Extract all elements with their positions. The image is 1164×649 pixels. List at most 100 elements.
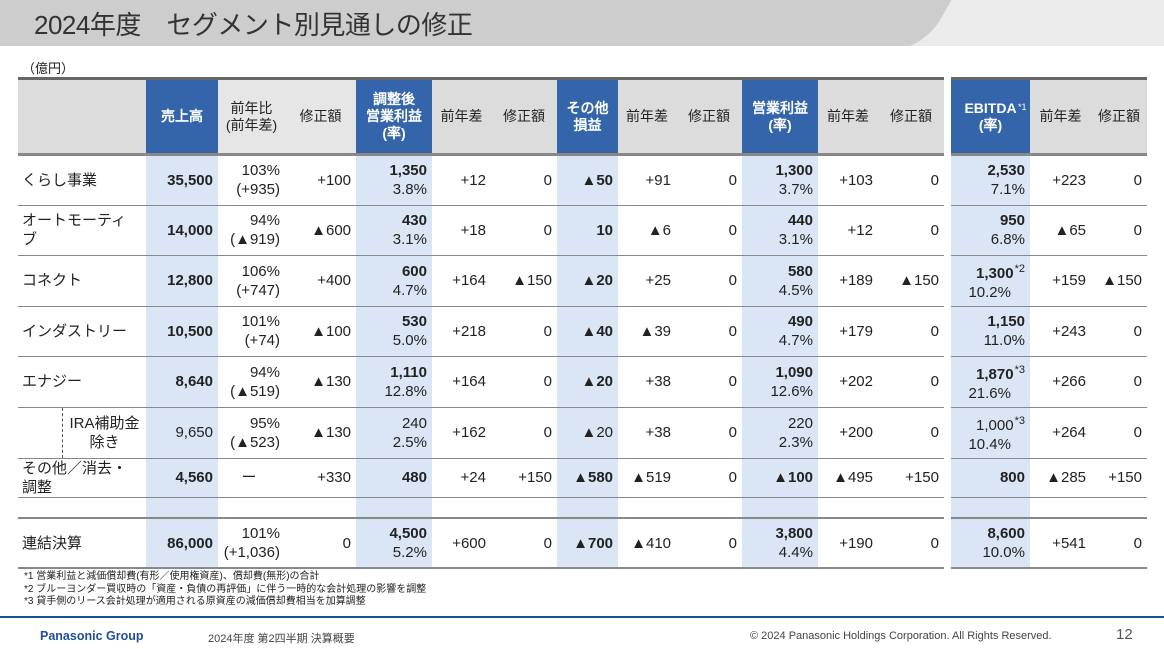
cell-subvalue: 3.1% [778,231,813,249]
table-cell: ▲39 [618,306,676,357]
footnote-marker: *2 [1014,262,1025,275]
table-cell: 9,650 [146,406,218,459]
table-cell: +150 [491,458,557,498]
cell-value: +38 [645,373,671,391]
table-cell: ▲580 [557,458,618,498]
cell-value: ▲410 [631,534,671,552]
cell-subvalue: 6.8% [990,231,1025,249]
cell-value: 101% [241,525,280,542]
table-cell: 0 [491,306,557,357]
table-cell: 0 [1091,406,1147,459]
table-cell: 1,350 3.8% [356,154,432,206]
table-cell: +24 [432,458,491,498]
header-text: 売上高 [161,108,203,124]
cell-value: ▲40 [581,322,613,340]
table-cell: 8,600 10.0% [951,517,1030,569]
table-cell: +150 [878,458,944,498]
cell-value: 0 [1133,424,1142,441]
cell-value: ▲150 [512,272,552,290]
cell-value: 1,870 [976,365,1014,383]
cell-value: +600 [452,534,486,552]
cell-value: +200 [839,424,873,441]
cell-subvalue: 3.8% [392,181,427,199]
cell-value: 0 [728,373,737,391]
copyright: © 2024 Panasonic Holdings Corporation. A… [750,630,1052,642]
table-cell: 220 2.3% [742,406,818,459]
column-header: 修正額 [676,77,742,156]
cell-value: ー [241,469,257,486]
cell-subvalue: (▲919) [230,231,280,249]
cell-value: 430 [401,212,427,230]
table-cell: 94% (▲519) [218,356,285,408]
footnote: *3 貸手側のリース会計処理が適用される原資産の減価償却費相当を加算調整 [24,596,366,607]
table-cell: 103% (+935) [218,154,285,206]
cell-value: +12 [847,221,873,239]
cell-value: 9,650 [175,424,213,441]
cell-value: 95% [249,414,280,432]
cell-subvalue: 5.2% [392,544,427,561]
header-text: 修正額 [503,108,545,124]
cell-value: 0 [930,221,939,239]
cell-value: +541 [1052,534,1086,552]
table-cell: ▲100 [742,458,818,498]
cell-value: 0 [1133,322,1142,340]
cell-value: 94% [249,212,280,230]
cell-subvalue: 2.3% [778,433,813,451]
cell-value: 240 [401,414,427,432]
table-cell: +162 [432,406,491,459]
cell-value: ▲20 [581,272,613,290]
cell-subvalue: 4.5% [778,281,813,299]
table-cell: 0 [676,205,742,256]
footnote-marker: *3 [1014,414,1025,427]
cell-value: 103% [241,162,280,180]
header-text: 前年差 [827,108,869,124]
cell-value: +103 [839,171,873,189]
footnote: *2 ブルーヨンダー買収時の「資産・負債の再評価」に伴う一時的な会計処理の影響を… [24,583,427,595]
cell-subvalue: 10.4% [968,435,1011,453]
table-cell: 3,800 4.4% [742,517,818,569]
table-row: エナジー 8,640 94% (▲519) ▲130 1,110 12.8% +164 0 ▲20… [18,356,1147,408]
cell-value: 480 [401,469,427,486]
footnote-marker: *3 [1014,363,1025,376]
table-cell: ▲20 [557,356,618,408]
cell-subvalue: (+747) [236,281,280,299]
row-label-text: IRA補助金 除き [62,407,146,458]
column-header: 前年比 (前年差) [218,77,285,156]
cell-value: 600 [401,262,427,280]
table-cell: ▲65 [1030,205,1091,256]
cell-value: ▲20 [581,373,613,391]
cell-value: +218 [452,322,486,340]
header-text: 前年比 (前年差) [225,99,278,133]
cell-value: 8,600 [987,525,1025,542]
cell-value: 440 [787,212,813,230]
table-cell: +266 [1030,356,1091,408]
cell-value: ▲495 [833,469,873,486]
cell-subvalue: (▲523) [230,433,280,451]
cell-value: 10,500 [167,322,213,340]
table-cell: ▲150 [491,255,557,307]
table-cell: ▲600 [285,205,356,256]
cell-value: ▲580 [573,469,613,486]
cell-value: 1,150 [987,313,1025,331]
cell-subvalue: 10.2% [968,283,1011,301]
cell-value: ▲6 [647,221,671,239]
cell-value: +164 [452,272,486,290]
table-cell: +103 [818,154,878,206]
table-cell: +190 [818,517,878,569]
cell-subvalue: (+74) [244,332,280,350]
table-row: くらし事業 35,500 103% (+935) +100 1,350 3.8% +12 0 ▲5… [18,154,1147,206]
cell-value: 950 [999,212,1025,230]
cell-value: 1,350 [389,162,427,180]
cell-value: +202 [839,373,873,391]
table-row: インダストリー 10,500 101% (+74) ▲100 530 5.0% +218 0 ▲4… [18,306,1147,357]
table-cell: 600 4.7% [356,255,432,307]
table-cell: 430 3.1% [356,205,432,256]
table-cell: 530 5.0% [356,306,432,357]
table-cell: 106% (+747) [218,255,285,307]
cell-value: 0 [930,373,939,391]
cell-value: 0 [543,322,552,340]
table-cell: 8,640 [146,356,218,408]
cell-value: 0 [728,322,737,340]
table-cell: 0 [491,517,557,569]
table-cell: 0 [878,356,944,408]
